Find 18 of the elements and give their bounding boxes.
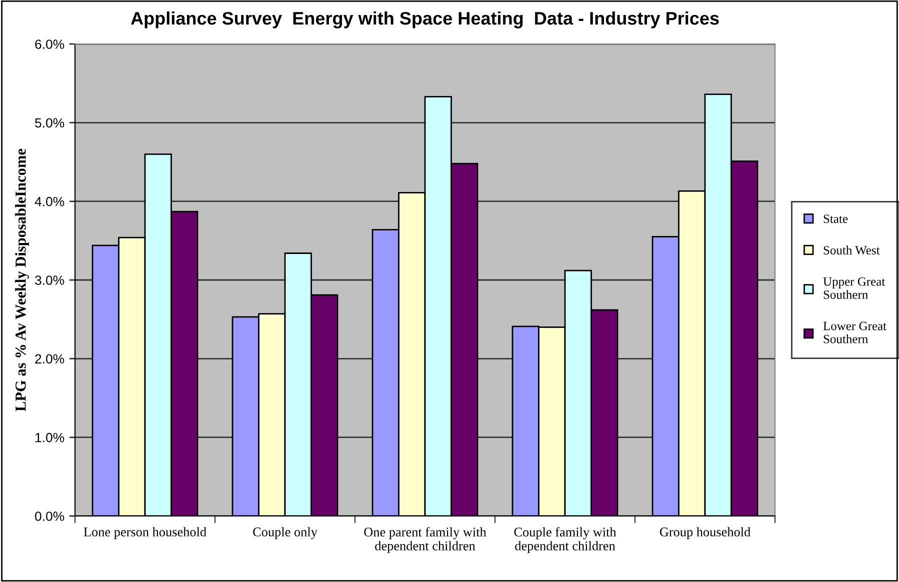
y-axis-title: LPG as % Av Weekly DisposableIncome <box>15 148 29 412</box>
y-tick-label: 1.0% <box>36 432 64 442</box>
x-tick-label: One parent family with dependent children <box>364 527 486 554</box>
legend-label: South West <box>824 246 880 255</box>
y-tick-label: 2.0% <box>35 354 64 364</box>
y-tick-label: 3.0% <box>35 276 64 285</box>
x-tick-label: Group household <box>660 527 750 540</box>
chart-title: Appliance Survey Energy with Space Heating Data - Industry Prices <box>130 11 719 28</box>
x-tick-label: Couple only <box>253 527 318 540</box>
y-tick-label: 4.0% <box>34 196 64 206</box>
x-tick-label: Lone person household <box>84 527 206 540</box>
legend-label: State <box>824 214 848 224</box>
legend-label: Lower Great Southern <box>823 322 886 344</box>
y-tick-label: 5.0% <box>35 118 64 128</box>
x-tick-label: Couple family with dependent children <box>514 527 616 554</box>
y-tick-label: 0.0% <box>35 512 64 521</box>
legend-label: Upper Great Southern <box>823 277 886 299</box>
y-tick-label: 6.0% <box>35 40 64 49</box>
